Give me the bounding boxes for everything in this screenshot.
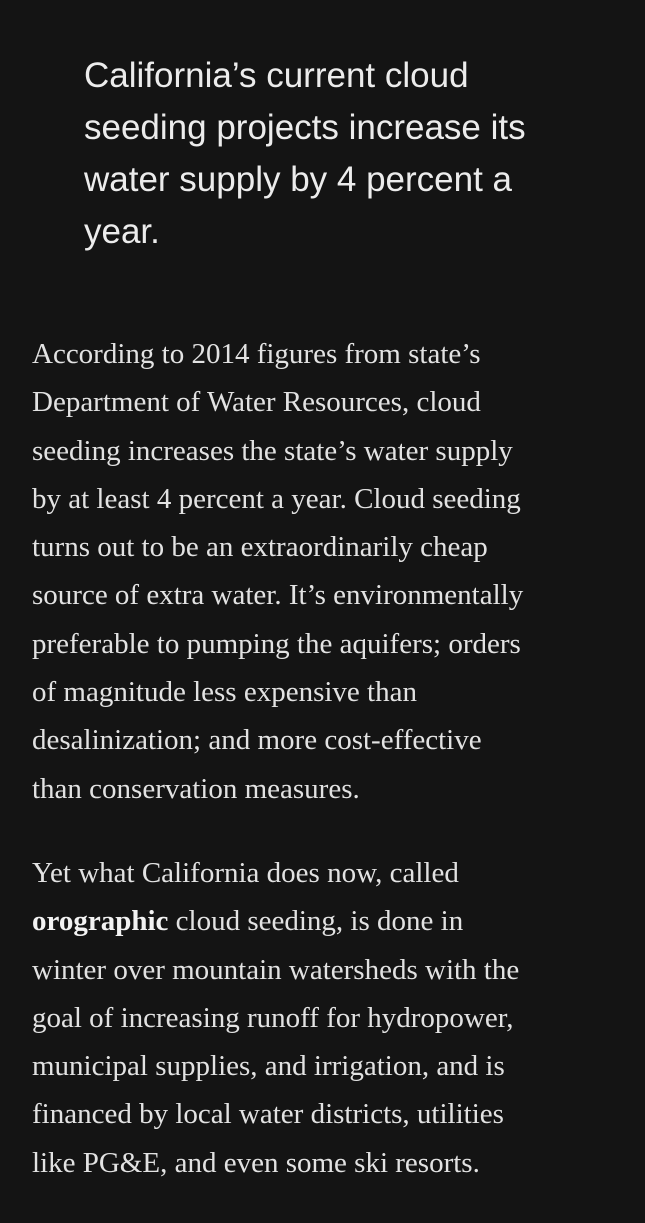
quote-line: California’s current cloud: [84, 56, 469, 95]
text-line: like PG&E, and even some ski resorts.: [32, 1146, 480, 1179]
text-line: of magnitude less expensive than: [32, 676, 417, 709]
text-line: municipal supplies, and irrigation, and …: [32, 1050, 505, 1083]
text-line: seeding increases the state’s water supp…: [32, 434, 513, 467]
paragraph: Yet what California does now, called orog…: [32, 849, 632, 1187]
quote-line: year.: [84, 212, 160, 251]
text-line: Department of Water Resources, cloud: [32, 386, 481, 419]
text-line: turns out to be an extraordinarily cheap: [32, 531, 488, 564]
text-line: source of extra water. It’s environmenta…: [32, 579, 524, 612]
text-segment: cloud seeding, is done in: [175, 905, 464, 938]
text-line: goal of increasing runoff for hydropower…: [32, 1001, 514, 1034]
text-line: winter over mountain watersheds with the: [32, 953, 520, 986]
paragraph: According to 2014 figures from state’s De…: [32, 330, 632, 813]
text-line: by at least 4 percent a year. Cloud seed…: [32, 482, 521, 515]
text-line: desalinization; and more cost-effective: [32, 724, 482, 757]
quote-line: seeding projects increase its: [84, 108, 526, 147]
text-line: orographic cloud seeding, is done in: [32, 897, 632, 945]
pull-quote: California’s current cloud seeding projec…: [84, 50, 624, 258]
text-line: financed by local water districts, utili…: [32, 1098, 504, 1131]
text-line: than conservation measures.: [32, 772, 360, 805]
article-body: According to 2014 figures from state’s De…: [32, 330, 632, 1223]
bold-term: orographic: [32, 905, 169, 938]
text-line: preferable to pumping the aquifers; orde…: [32, 627, 521, 660]
text-line: Yet what California does now, called: [32, 856, 459, 889]
text-line: According to 2014 figures from state’s: [32, 338, 481, 370]
quote-line: water supply by 4 percent a: [84, 160, 513, 199]
